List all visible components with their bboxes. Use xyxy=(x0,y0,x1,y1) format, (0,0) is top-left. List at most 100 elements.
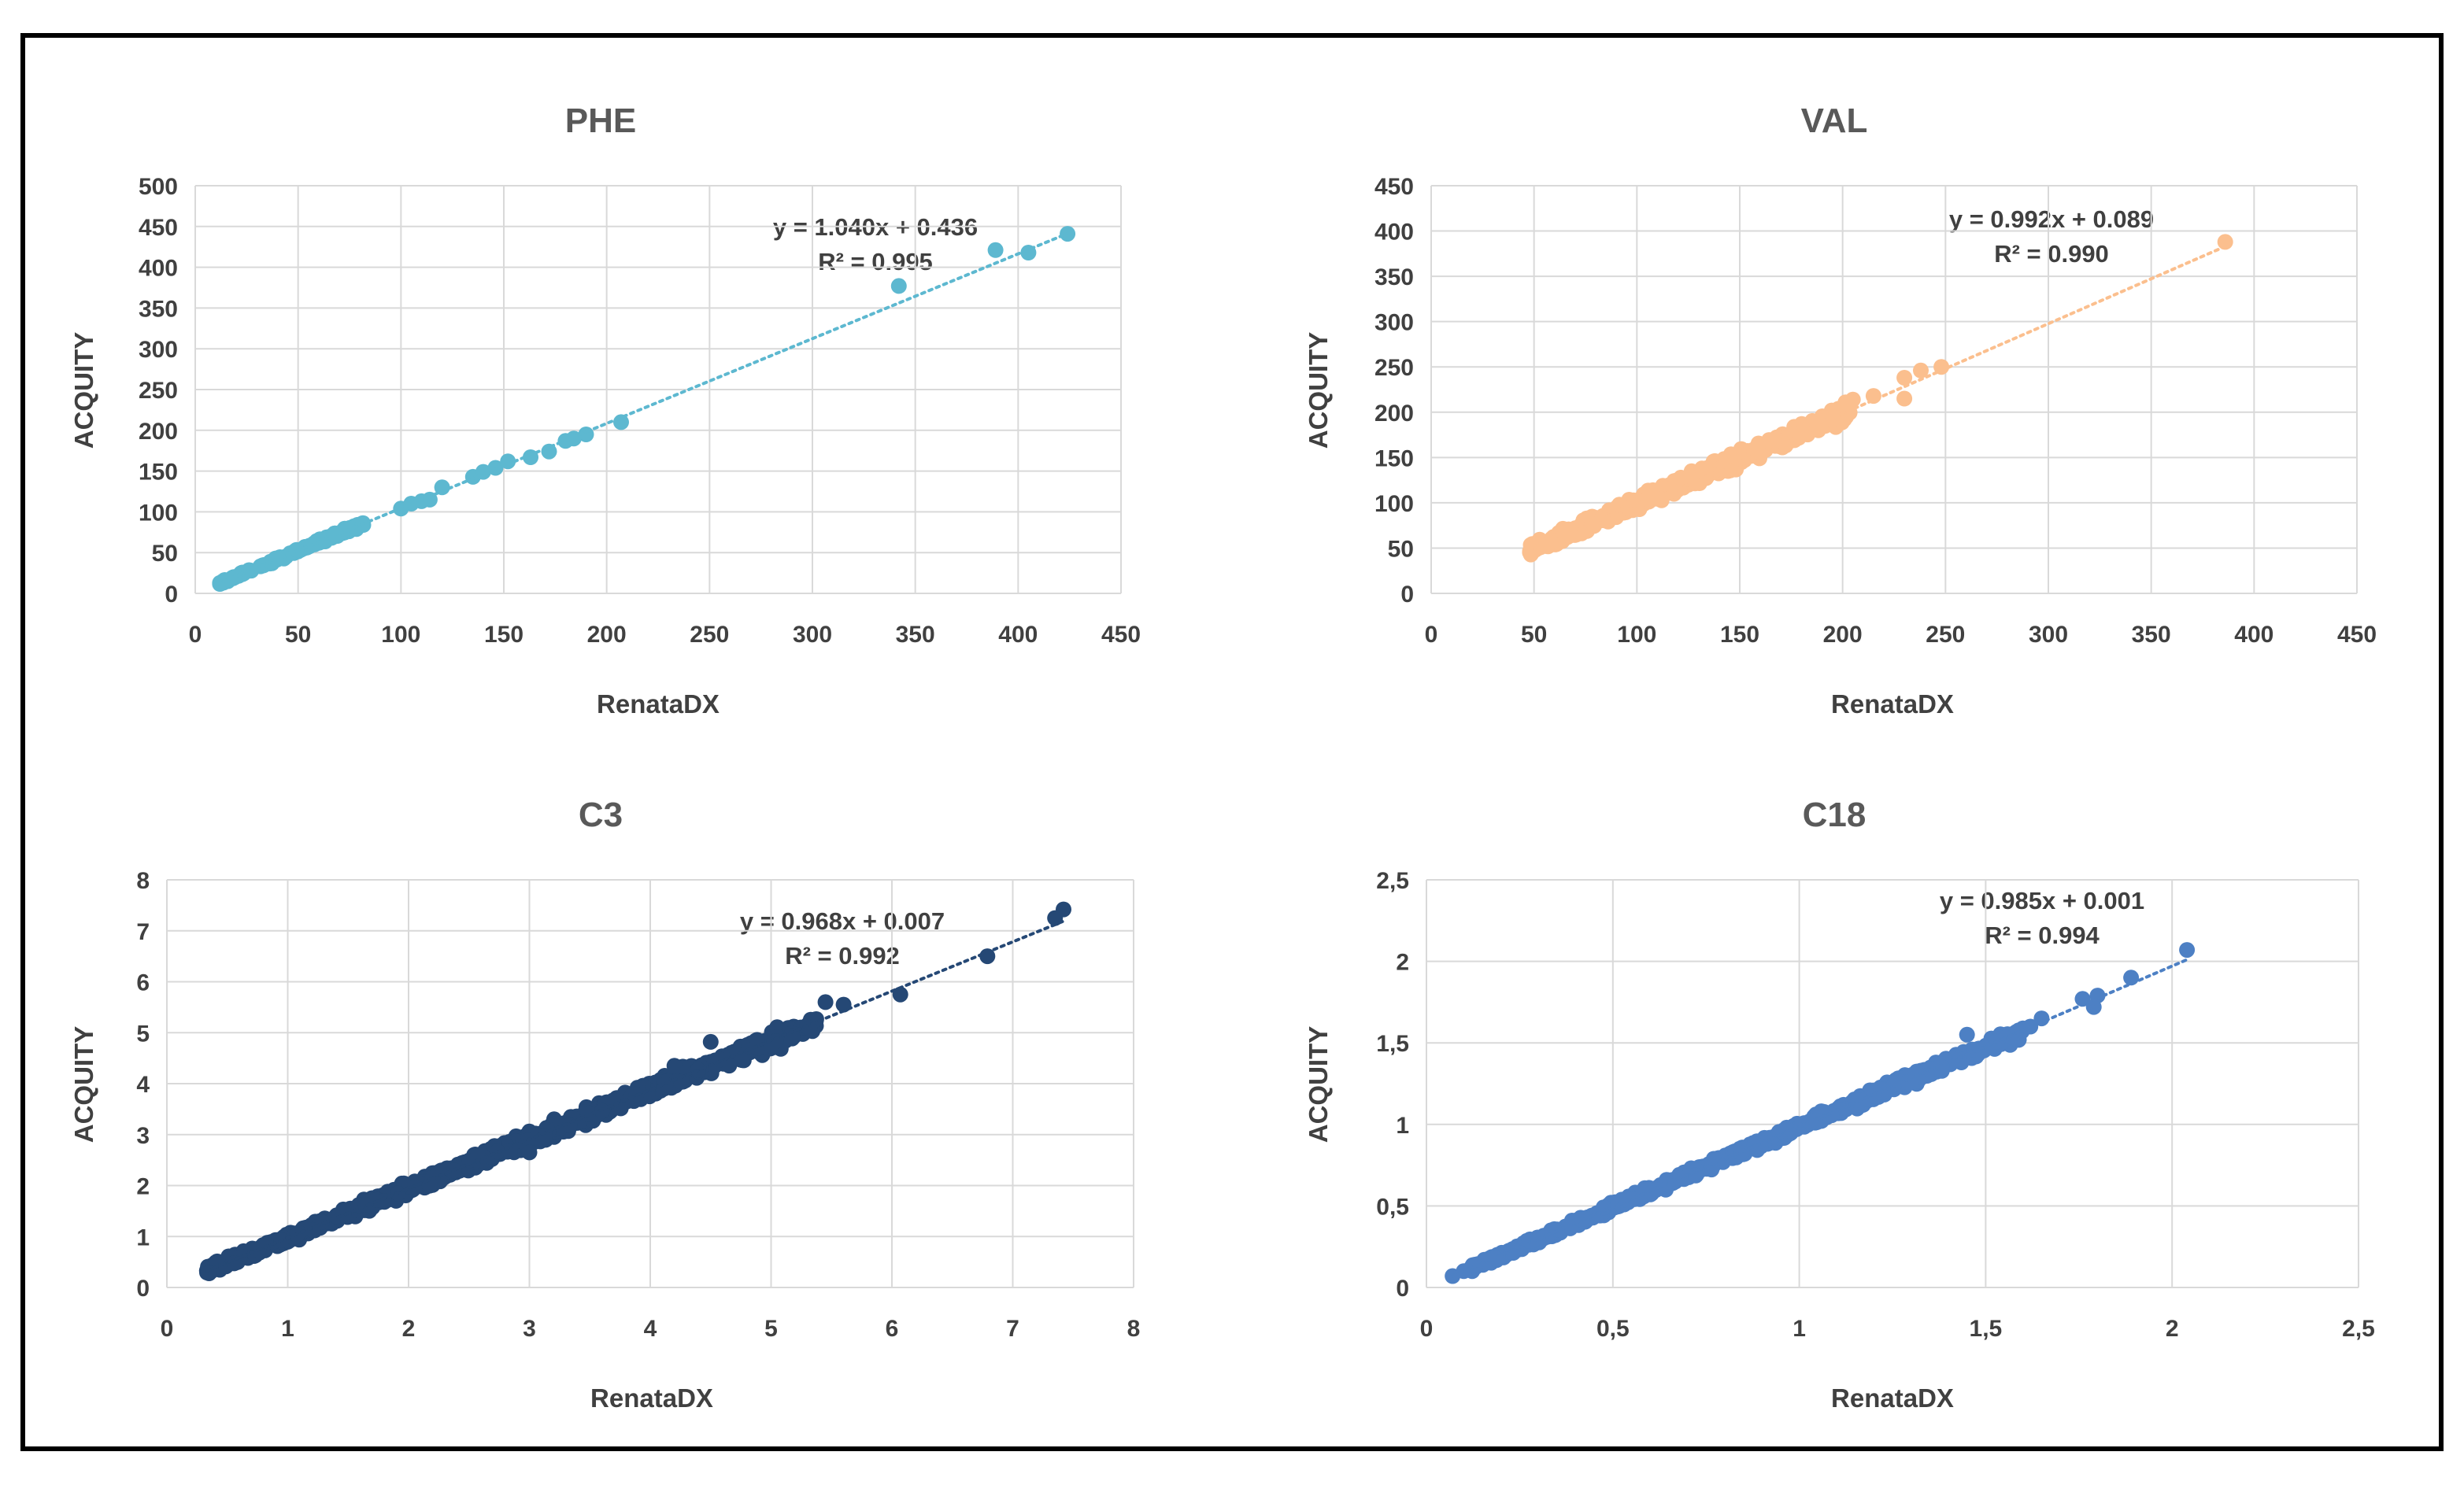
x-tick-label: 300 xyxy=(2029,622,2068,648)
x-tick-label: 450 xyxy=(1101,622,1141,648)
y-tick-label: 0 xyxy=(1396,1276,1409,1302)
y-tick-label: 0 xyxy=(165,582,178,608)
plot-area: 0 50 100 150 200 250 300 350 400 450 0 50 100 150 200 2… xyxy=(139,174,1141,648)
x-tick-label: 100 xyxy=(381,622,420,648)
x-tick-label: 2 xyxy=(402,1316,416,1342)
trendline-equation: y = 0.985x + 0.001 xyxy=(1940,887,2144,914)
x-tick-label: 50 xyxy=(285,622,311,648)
r-squared-label: R² = 0.994 xyxy=(1985,922,2100,949)
data-point xyxy=(784,1028,801,1044)
data-point xyxy=(987,242,1004,258)
data-point xyxy=(1688,473,1704,489)
data-point xyxy=(2011,1032,2027,1048)
x-tick-label: 5 xyxy=(764,1316,778,1342)
y-tick-label: 300 xyxy=(139,337,178,363)
y-axis-label: ACQUITY xyxy=(69,1026,98,1143)
data-point xyxy=(1896,390,1913,407)
data-point xyxy=(817,994,834,1010)
panel-c3: C3 RenataDX ACQUITY y = 0.968x + 0.007 R… xyxy=(69,796,945,1413)
y-tick-label: 350 xyxy=(139,296,178,322)
chart-title: PHE xyxy=(565,102,636,140)
x-tick-label: 0 xyxy=(161,1316,174,1342)
x-tick-label: 0 xyxy=(1425,622,1438,648)
x-tick-label: 1 xyxy=(1793,1316,1806,1342)
y-tick-label: 50 xyxy=(1388,536,1414,562)
data-point xyxy=(673,1073,690,1090)
trendline xyxy=(1451,958,2189,1278)
data-point xyxy=(500,453,516,470)
panel-phe: PHE RenataDX ACQUITY y = 1.040x + 0.436 … xyxy=(69,102,978,718)
x-tick-label: 300 xyxy=(793,622,832,648)
x-tick-label: 200 xyxy=(1823,622,1863,648)
panel-c18: C18 RenataDX ACQUITY y = 0.985x + 0.001 … xyxy=(1304,796,2144,1413)
r-squared-label: R² = 0.995 xyxy=(818,248,933,275)
x-tick-label: 150 xyxy=(484,622,524,648)
data-point xyxy=(734,1052,750,1069)
x-tick-label: 100 xyxy=(1617,622,1656,648)
y-tick-label: 6 xyxy=(136,970,150,996)
y-tick-label: 200 xyxy=(139,419,178,445)
x-tick-label: 0,5 xyxy=(1596,1316,1630,1342)
y-tick-label: 3 xyxy=(136,1123,150,1149)
data-point xyxy=(1959,1026,1975,1043)
data-point xyxy=(271,550,287,567)
y-tick-label: 0,5 xyxy=(1376,1194,1409,1220)
data-point xyxy=(1844,391,1861,408)
y-tick-label: 150 xyxy=(139,460,178,486)
y-tick-label: 450 xyxy=(1374,174,1414,200)
x-axis-label: RenataDX xyxy=(1831,1383,1954,1413)
data-point xyxy=(521,1144,538,1161)
y-tick-label: 1 xyxy=(136,1225,150,1250)
x-tick-label: 1 xyxy=(281,1316,294,1342)
y-tick-label: 450 xyxy=(139,215,178,241)
y-tick-label: 2 xyxy=(1396,950,1409,976)
y-tick-label: 0 xyxy=(136,1276,150,1302)
y-tick-label: 400 xyxy=(139,256,178,282)
y-tick-label: 7 xyxy=(136,919,150,945)
chart-title: C18 xyxy=(1803,796,1866,834)
x-tick-label: 200 xyxy=(587,622,627,648)
data-point xyxy=(979,948,996,965)
y-tick-label: 300 xyxy=(1374,310,1414,336)
data-point xyxy=(890,278,907,294)
x-tick-label: 1,5 xyxy=(1970,1316,2003,1342)
x-tick-label: 50 xyxy=(1521,622,1547,648)
x-tick-label: 0 xyxy=(189,622,202,648)
data-point xyxy=(1056,901,1071,918)
x-tick-label: 150 xyxy=(1720,622,1759,648)
data-point xyxy=(2074,991,2091,1007)
y-tick-label: 400 xyxy=(1374,220,1414,246)
y-tick-label: 150 xyxy=(1374,445,1414,471)
x-tick-label: 350 xyxy=(2132,622,2171,648)
plot-area: 0 50 100 150 200 250 300 350 400 450 0 50 100 150 200 2… xyxy=(1374,174,2377,648)
y-axis-label: ACQUITY xyxy=(69,332,98,449)
y-tick-label: 5 xyxy=(136,1021,150,1047)
plot-area: 0 1 2 3 4 5 6 7 8 0 1 2 3 4 5 6 7 8 xyxy=(136,868,1140,1342)
x-tick-label: 250 xyxy=(690,622,729,648)
y-tick-label: 100 xyxy=(139,500,178,526)
y-tick-label: 350 xyxy=(1374,264,1414,290)
x-tick-label: 6 xyxy=(886,1316,899,1342)
data-point xyxy=(1933,359,1950,375)
x-tick-label: 400 xyxy=(998,622,1038,648)
data-point xyxy=(1896,370,1913,386)
x-tick-label: 2,5 xyxy=(2342,1316,2375,1342)
data-point xyxy=(666,1058,683,1074)
r-squared-label: R² = 0.990 xyxy=(1994,240,2109,268)
data-point xyxy=(892,986,908,1003)
data-point xyxy=(469,1147,486,1164)
data-point xyxy=(201,1265,217,1281)
y-tick-label: 1,5 xyxy=(1376,1031,1409,1057)
x-tick-label: 7 xyxy=(1006,1316,1019,1342)
data-point xyxy=(434,479,450,496)
y-tick-label: 2 xyxy=(136,1174,150,1200)
data-point xyxy=(1620,500,1637,516)
trendline xyxy=(205,919,1065,1273)
y-tick-label: 1 xyxy=(1396,1113,1409,1139)
data-point xyxy=(2217,234,2233,250)
data-point xyxy=(1607,505,1623,522)
x-tick-label: 2 xyxy=(2166,1316,2179,1342)
y-tick-label: 200 xyxy=(1374,401,1414,427)
x-axis-label: RenataDX xyxy=(1831,689,1954,718)
data-point xyxy=(1913,362,1929,379)
